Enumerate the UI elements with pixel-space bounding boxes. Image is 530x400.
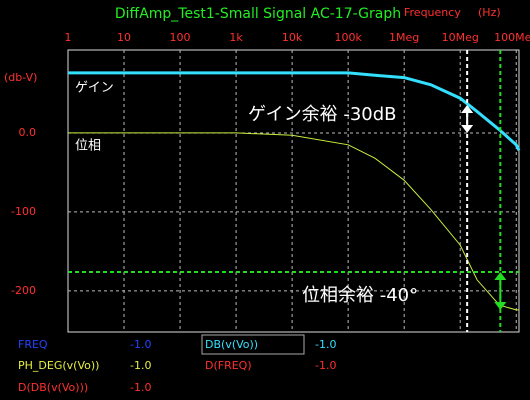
x-tick-label: 1Meg [389,31,419,44]
series-label: ゲイン [75,80,114,95]
x-tick-label: 100k [334,31,362,44]
annotation: ゲイン余裕 -30dB [248,104,397,125]
x-axis-label: Frequency [404,6,461,19]
legend-value: -1.0 [130,359,151,372]
legend-name: DB(v(Vo)) [205,338,258,351]
legend-name: FREQ [18,338,48,351]
legend-highlight [201,334,305,355]
x-tick-label: 10k [282,31,303,44]
legend-name: D(FREQ) [205,359,252,372]
y-tick-label: -200 [11,284,36,297]
legend-name: D(DB(v(Vo))) [18,381,88,394]
x-axis-unit: (Hz) [478,6,501,19]
legend-value: -1.0 [130,381,151,394]
arrow-head [494,271,507,280]
arrow-head [494,301,507,310]
x-tick-label: 100Meg [494,31,530,44]
plot-frame [67,49,520,333]
chart-title: DiffAmp_Test1-Small Signal AC-17-Graph [115,6,401,22]
x-tick-label: 1 [65,31,72,44]
legend-name: PH_DEG(v(Vo)) [18,359,99,372]
series-label: 位相 [75,138,101,153]
legend-value: -1.0 [315,338,336,351]
annotation: 位相余裕 -40° [302,285,418,306]
x-tick-label: 10 [117,31,131,44]
x-tick-label: 100 [170,31,191,44]
y-tick-label: -100 [11,205,36,218]
y-axis-label: (db-V) [4,71,37,84]
series-line [68,132,519,311]
arrow-head [461,124,474,133]
y-tick-label: 0.0 [19,126,37,139]
legend-value: -1.0 [130,338,151,351]
x-tick-label: 1k [229,31,243,44]
arrow-head [461,104,474,113]
series-line [68,71,521,151]
x-tick-label: 10Meg [442,31,479,44]
legend-value: -1.0 [315,359,336,372]
